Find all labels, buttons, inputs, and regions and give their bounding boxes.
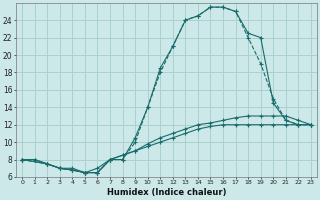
X-axis label: Humidex (Indice chaleur): Humidex (Indice chaleur) <box>107 188 226 197</box>
